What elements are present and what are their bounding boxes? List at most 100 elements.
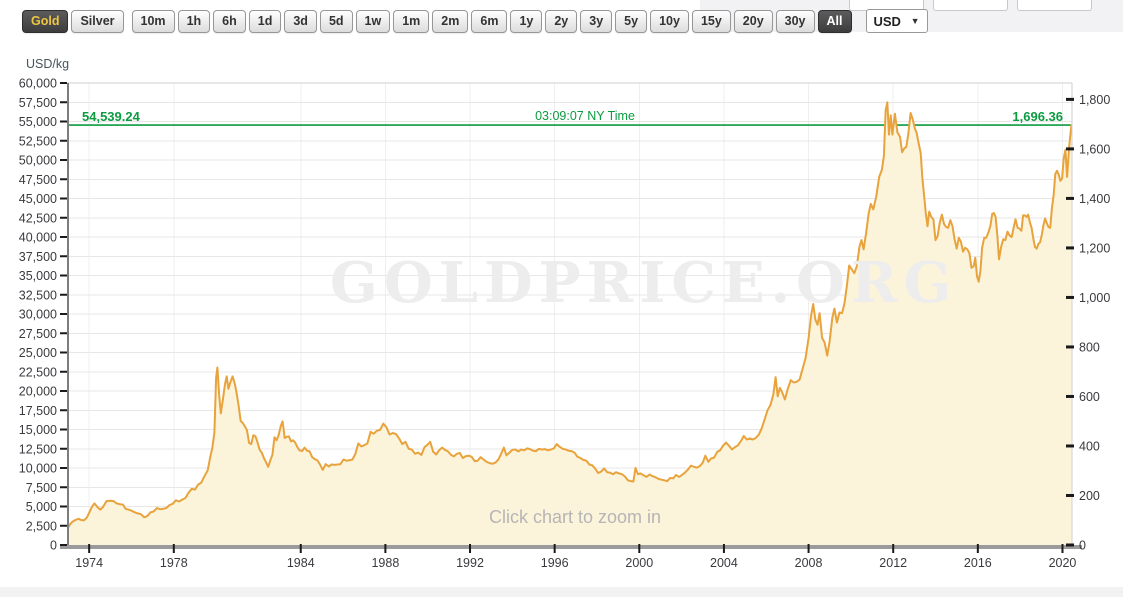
x-axis-label: 1992 [456,556,484,570]
1h-button[interactable]: 1h [177,9,211,33]
y-axis-tick-left [60,274,67,277]
y-axis-label-left: 50,000 [19,154,57,168]
x-axis-label: 1996 [541,556,569,570]
y-axis-tick-right [1066,394,1074,398]
silver-button[interactable]: Silver [71,9,124,33]
y-axis-label-right: 200 [1079,489,1100,503]
x-axis-tick [384,544,387,553]
15y-button[interactable]: 15y [691,9,731,33]
1w-button[interactable]: 1w [355,9,391,33]
y-axis-label-right: 800 [1079,340,1100,354]
y-axis-tick-left [60,197,67,200]
page-bottom-margin [0,587,1123,597]
y-axis-label-left: 2,500 [26,519,57,533]
y-axis-label-left: 12,500 [19,442,57,456]
y-axis-unit-label: USD/kg [26,57,70,71]
chart-toolbar: Gold Silver 10m 1h 6h 1d 3d 5d 1w 1m 2m 6m 1y 2y 3y 5y… [22,8,928,34]
y-axis-tick-left [60,390,67,392]
y-axis-tick-left [60,351,67,354]
y-axis-tick-left [60,139,67,142]
x-axis-label: 2016 [964,556,992,570]
price-line [67,101,1073,529]
all-button[interactable]: All [817,9,852,33]
y-axis-label-left: 5,000 [26,500,57,514]
y-axis-label-left: 15,000 [19,423,57,437]
y-axis-label-left: 40,000 [19,231,57,245]
y-axis-label-left: 7,500 [26,481,57,495]
y-axis-tick-right [1066,543,1074,547]
y-axis-label-left: 10,000 [19,462,57,476]
y-axis-tick-left [60,101,67,104]
y-axis-tick-left [60,409,67,412]
1y-button[interactable]: 1y [510,9,543,33]
1d-button[interactable]: 1d [248,9,282,33]
10m-button[interactable]: 10m [131,9,175,33]
y-axis-label-right: 1,400 [1079,192,1110,206]
y-axis-tick-left [60,216,67,219]
watermark: GOLDPRICE.ORG [330,250,958,316]
y-axis-tick-right [1066,246,1074,250]
y-axis-label-left: 60,000 [19,77,57,91]
20y-button[interactable]: 20y [733,9,773,33]
6h-button[interactable]: 6h [213,9,246,33]
y-axis-label-left: 35,000 [19,269,57,283]
cropped-field-fragment[interactable] [933,0,1008,11]
y-axis-label-right: 600 [1079,390,1100,404]
x-axis-label: 2008 [795,556,823,570]
y-axis-label-right: 1,000 [1079,291,1110,305]
y-axis-label-left: 47,500 [19,173,57,187]
x-axis-tick [299,544,302,553]
1m-button[interactable]: 1m [393,9,430,33]
x-axis-tick [553,544,556,553]
5y-button[interactable]: 5y [615,9,648,33]
x-axis-label: 1984 [287,556,315,570]
5d-button[interactable]: 5d [319,9,353,33]
gold-button[interactable]: Gold [22,9,69,33]
y-axis-tick-left [60,505,67,508]
x-axis-tick [172,544,175,553]
y-axis-tick-left [60,332,67,335]
y-axis-label-left: 45,000 [19,192,57,206]
y-axis-tick-right [1066,196,1074,200]
y-axis-label-right: 400 [1079,439,1100,453]
x-axis-label: 1978 [160,556,188,570]
10y-button[interactable]: 10y [650,9,689,33]
y-axis-label-right: 0 [1079,539,1086,553]
30y-button[interactable]: 30y [775,9,815,33]
2m-button[interactable]: 2m [432,9,469,33]
zoom-hint: Click chart to zoom in [488,507,662,527]
y-axis-tick-left [60,82,67,84]
x-axis-tick [1061,544,1064,553]
y-axis-tick-right [1066,444,1074,448]
y-axis-label-left: 32,500 [19,288,57,302]
chevron-down-icon: ▼ [910,16,920,26]
y-axis-label-left: 27,500 [19,327,57,341]
y-axis-tick-left [60,255,67,258]
2y-button[interactable]: 2y [545,9,578,33]
x-axis-tick [722,544,725,553]
y-axis-label-left: 30,000 [19,308,57,322]
y-axis-tick-left [60,313,67,315]
x-axis-tick [638,544,641,553]
y-axis-tick-left [60,120,67,123]
cropped-field-fragment[interactable] [1017,0,1092,11]
x-axis-tick [807,544,810,553]
x-axis-tick [469,544,472,553]
currency-select[interactable]: USD ▼ [865,9,928,33]
3d-button[interactable]: 3d [284,9,317,33]
y-axis-tick-left [60,159,67,161]
y-axis-label-left: 37,500 [19,250,57,264]
y-axis-label-left: 42,500 [19,211,57,225]
ny-time-label: 03:09:07 NY Time [535,109,635,123]
range-button-group: 10m 1h 6h 1d 3d 5d 1w 1m 2m 6m 1y 2y 3y 5y 10y 15y 20y 30… [131,9,855,33]
y-axis-label-right: 1,600 [1079,142,1110,156]
y-axis-tick-right [1066,345,1074,349]
3y-button[interactable]: 3y [580,9,613,33]
y-axis-tick-left [60,178,67,181]
metal-button-group: Gold Silver [22,9,127,33]
y-axis-label-left: 52,500 [19,134,57,148]
6m-button[interactable]: 6m [471,9,508,33]
x-axis-tick [892,544,895,553]
